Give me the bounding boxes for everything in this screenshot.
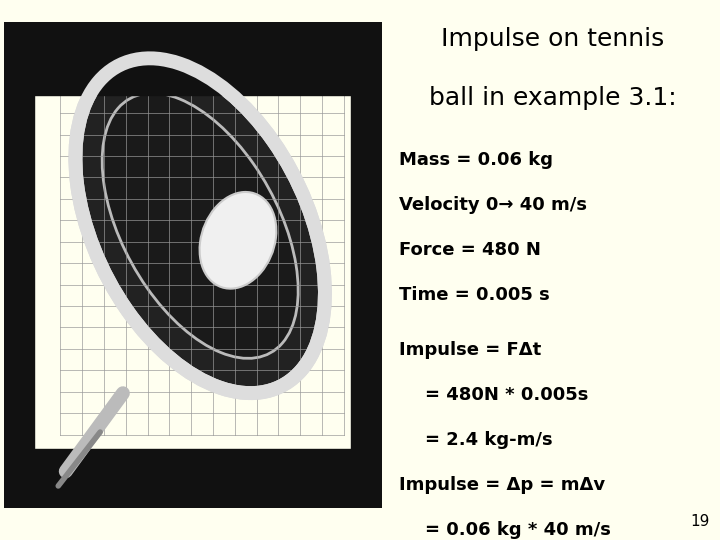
FancyArrowPatch shape bbox=[58, 432, 100, 486]
Text: = 480N * 0.005s: = 480N * 0.005s bbox=[426, 386, 589, 404]
Ellipse shape bbox=[199, 192, 276, 289]
Text: Impulse = Δp = mΔv: Impulse = Δp = mΔv bbox=[399, 476, 605, 494]
Text: © 2005 Brooks/Cole - Thomson: © 2005 Brooks/Cole - Thomson bbox=[15, 494, 135, 503]
Text: ball in example 3.1:: ball in example 3.1: bbox=[429, 86, 676, 110]
Bar bbox=[4, 22, 34, 508]
Ellipse shape bbox=[76, 58, 325, 393]
Text: Force = 480 N: Force = 480 N bbox=[399, 241, 541, 259]
Text: 19: 19 bbox=[690, 514, 710, 529]
Bar bbox=[4, 0, 382, 94]
Text: = 2.4 kg-m/s: = 2.4 kg-m/s bbox=[426, 431, 553, 449]
Ellipse shape bbox=[102, 93, 298, 359]
Text: Velocity 0→ 40 m/s: Velocity 0→ 40 m/s bbox=[399, 196, 587, 214]
Bar bbox=[4, 449, 382, 508]
FancyArrowPatch shape bbox=[66, 393, 123, 471]
Bar bbox=[351, 22, 382, 508]
Text: Time = 0.005 s: Time = 0.005 s bbox=[399, 286, 549, 303]
Text: Mass = 0.06 kg: Mass = 0.06 kg bbox=[399, 151, 552, 169]
Text: Impulse = FΔt: Impulse = FΔt bbox=[399, 341, 541, 359]
Text: Impulse on tennis: Impulse on tennis bbox=[441, 27, 665, 51]
Text: = 0.06 kg * 40 m/s: = 0.06 kg * 40 m/s bbox=[426, 521, 611, 538]
